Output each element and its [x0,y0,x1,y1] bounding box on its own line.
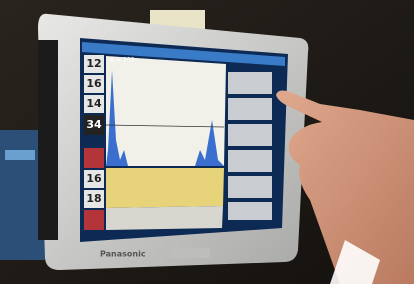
photo: 12 16 14 34 16 18 B = 200 Panasonic [0,0,414,284]
channel-number: 16 [86,77,102,90]
button[interactable] [228,124,272,146]
brand-label: Panasonic [100,250,146,259]
channel-box [84,210,104,230]
lower-panel [106,168,224,208]
button[interactable] [228,72,272,94]
channel-number: 14 [86,97,102,110]
equipment-detail [5,150,35,160]
status-panel [106,206,223,230]
tablet-grip [38,40,58,240]
button[interactable] [228,98,272,120]
button[interactable] [228,202,272,220]
readout: B = 200 [110,57,135,64]
channel-number: 16 [86,172,102,185]
page: 12 16 14 34 16 18 B = 200 Panasonic (() … [0,0,414,284]
button[interactable] [228,150,272,172]
channel-box [84,148,104,168]
touchpad [170,248,210,258]
channel-number: 12 [86,57,101,70]
channel-number: 34 [86,118,102,131]
channel-number: 18 [86,192,101,205]
button[interactable] [228,176,272,198]
